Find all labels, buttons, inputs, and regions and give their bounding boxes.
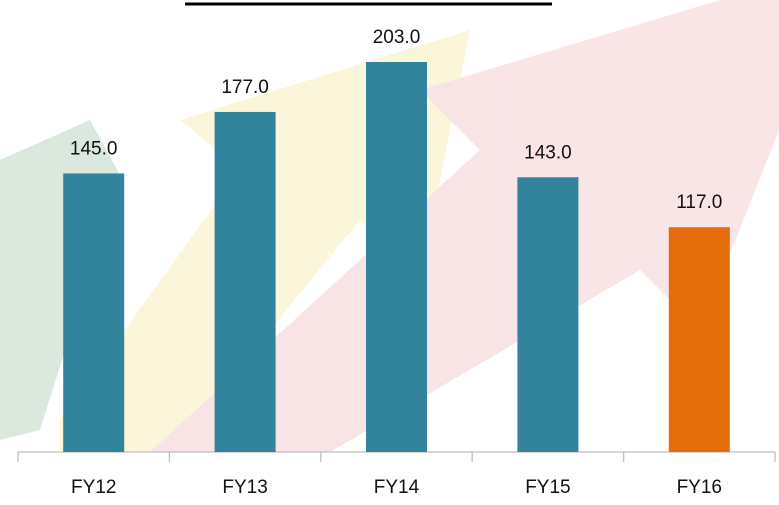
- value-label: 203.0: [373, 27, 421, 48]
- value-label: 177.0: [221, 77, 269, 98]
- bar: [366, 62, 427, 452]
- bar: [63, 173, 125, 452]
- value-label: 145.0: [70, 138, 118, 159]
- x-tick-label: FY14: [374, 477, 420, 498]
- x-tick-label: FY13: [222, 477, 267, 498]
- bar: [517, 177, 579, 452]
- x-tick-label: FY15: [525, 477, 570, 498]
- x-tick-label: FY16: [677, 477, 722, 498]
- value-label: 117.0: [676, 192, 722, 213]
- value-label: 143.0: [524, 142, 572, 163]
- x-tick-label: FY12: [71, 477, 116, 498]
- bar: [668, 227, 730, 452]
- bar: [214, 111, 276, 452]
- bg-red-arrow: [150, 0, 779, 452]
- x-axis: [17, 451, 776, 462]
